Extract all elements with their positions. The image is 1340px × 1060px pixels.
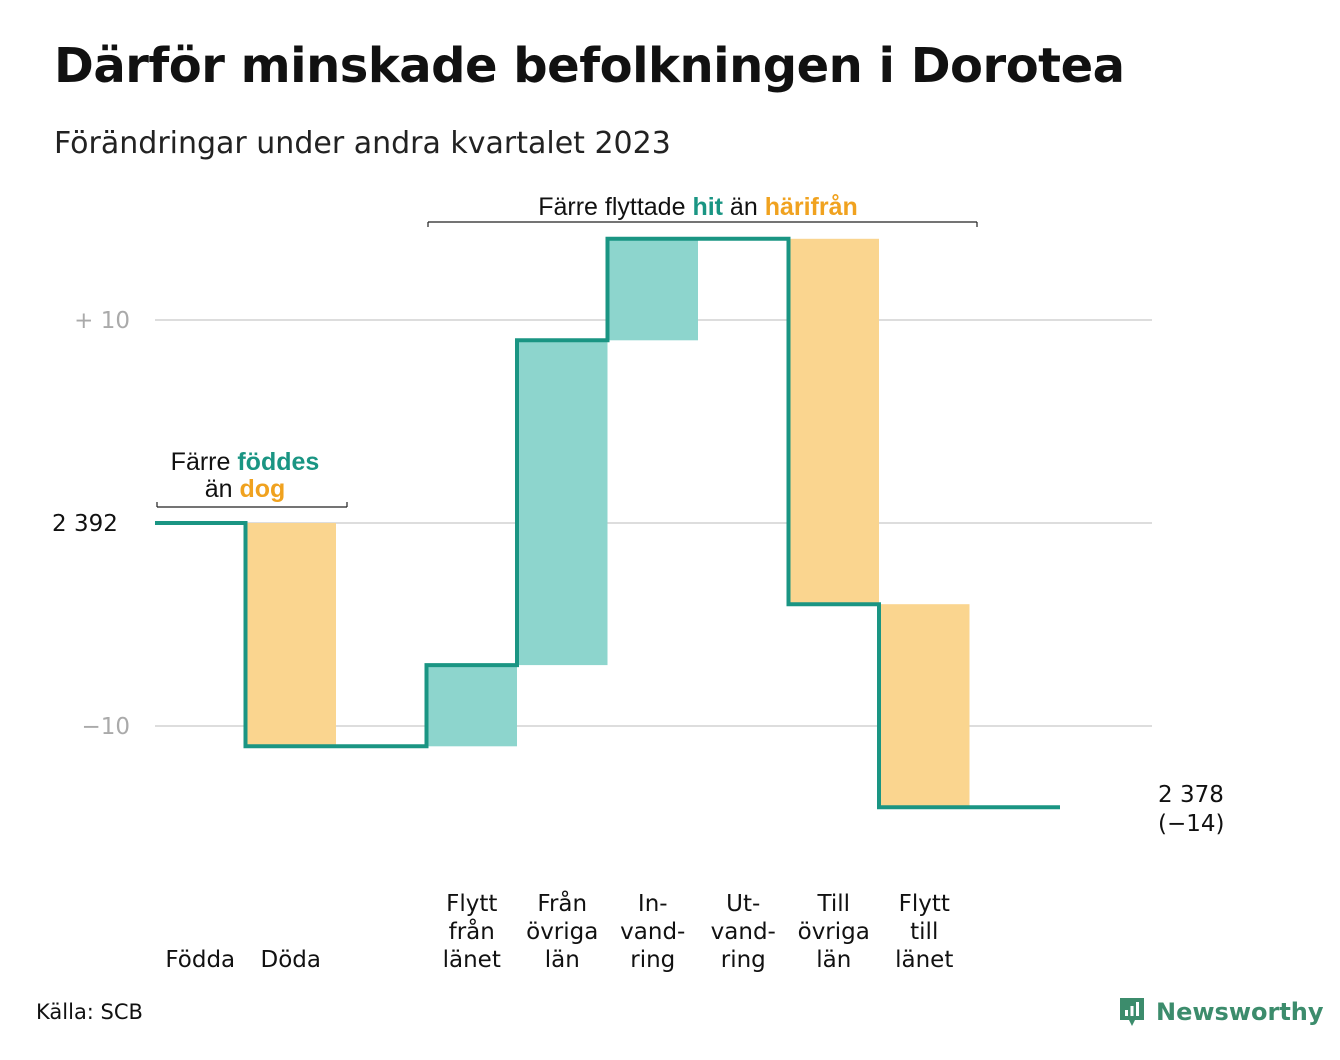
births-annotation-text: Färre [171,448,238,476]
moves-annotation-text-2: än [723,193,765,221]
source-note: Källa: SCB [36,1000,143,1024]
decrease-bar [245,523,336,747]
moves-annotation-in: hit [692,193,723,221]
svg-text:Färre föddes: Färre föddes [171,448,320,476]
y-tick-label: −10 [81,714,130,740]
births-annotation: Färre föddes än dog [156,448,348,508]
chart-subtitle: Förändringar under andra kvartalet 2023 [54,126,671,161]
decrease-bar [879,604,970,808]
deaths-annotation-highlight: dog [239,475,285,503]
bars [245,238,970,808]
increase-bar [607,238,698,341]
logo-text: Newsworthy [1156,998,1324,1026]
moves-annotation: Färre flyttade hit än härifrån [427,193,978,227]
category-label: Döda [261,947,321,973]
category-label: Flytt från länet [443,891,501,973]
newsworthy-logo[interactable]: Newsworthy [1118,992,1324,1032]
increase-bar [517,340,608,666]
bar-chart-icon [1120,998,1144,1026]
category-label: Från övriga län [526,889,598,973]
svg-text:än dog: än dog [205,475,286,503]
births-annotation-highlight: föddes [237,448,319,476]
increase-bar [426,665,517,747]
category-label: Födda [165,947,235,973]
end-value-label: 2 378 [1158,782,1224,808]
step-line [155,236,1060,810]
category-label: Till övriga län [798,891,870,973]
moves-annotation-out: härifrån [765,193,858,221]
decrease-bar [788,238,879,605]
category-label: Flytt till länet [895,891,953,973]
step-line-path [155,236,1060,810]
category-label: Ut-vand-ring [711,891,776,973]
end-change-label: (−14) [1158,811,1224,837]
category-label: In-vand-ring [620,891,685,973]
moves-annotation-text: Färre flyttade [538,193,692,221]
start-value-label: 2 392 [52,511,118,537]
chart-title: Därför minskade befolkningen i Dorotea [54,38,1125,94]
y-tick-label: + 10 [74,308,130,334]
y-tick-labels: + 10 −10 [74,308,130,740]
category-labels: Födda Döda Flytt från länet Från övriga län In-v… [165,889,953,973]
svg-text:Färre flyttade hit än härifrån: Färre flyttade hit än härifrån [538,193,858,221]
births-annotation-text-2: än [205,475,240,503]
